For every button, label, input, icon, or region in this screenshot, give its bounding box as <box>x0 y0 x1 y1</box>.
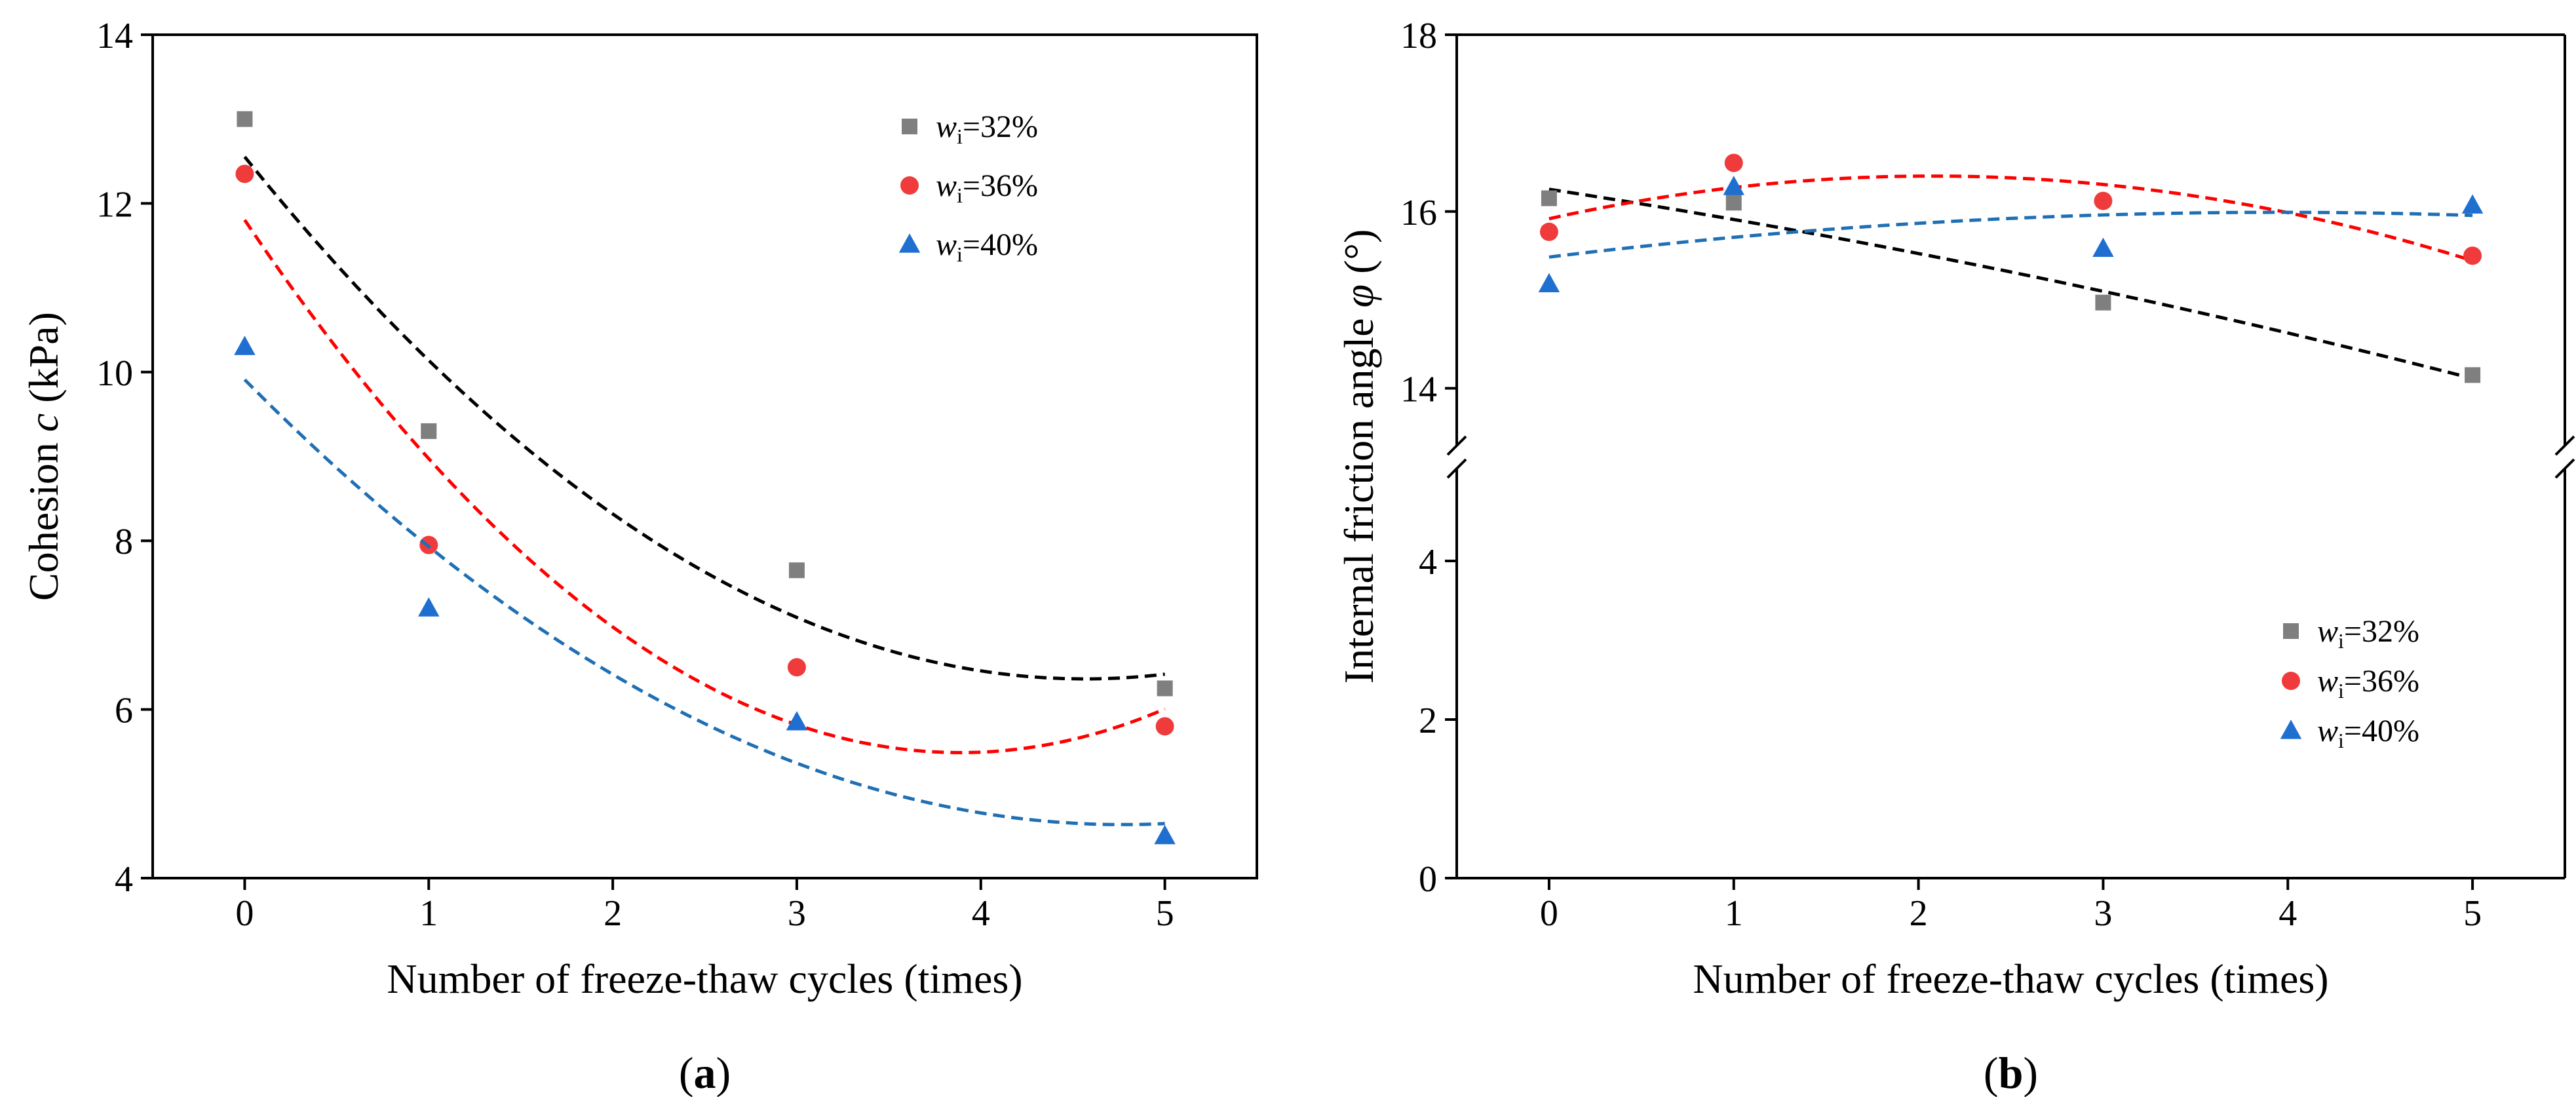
data-point-2-2 <box>786 711 808 731</box>
y-tick-label: 10 <box>96 353 133 394</box>
legend-label-0: wi=32% <box>936 109 1038 148</box>
data-point-1-1 <box>1724 153 1743 172</box>
x-tick-label: 3 <box>788 893 806 934</box>
data-point-2-3 <box>1154 824 1176 845</box>
data-point-0-2 <box>788 562 805 579</box>
y-tick-label: 12 <box>96 184 133 225</box>
legend-label-1: wi=36% <box>936 168 1038 207</box>
fit-curve-2 <box>1548 210 2473 259</box>
axis-break-mark-0-1 <box>1446 435 1467 456</box>
data-point-0-0 <box>237 111 253 127</box>
x-tick-label: 5 <box>2463 893 2482 934</box>
x-tick-label: 1 <box>419 893 438 934</box>
y-tick-label: 4 <box>115 859 133 900</box>
legend-label-1: wi=36% <box>2317 664 2419 702</box>
data-point-2-1 <box>418 597 440 617</box>
data-point-1-0 <box>235 164 254 183</box>
legend-marker-2 <box>2280 720 2302 739</box>
panel-label: (a) <box>679 1048 731 1097</box>
y-tick-label: 14 <box>1400 370 1437 410</box>
y-axis-title: Internal friction angle φ (°) <box>1336 229 1382 684</box>
y-tick-label: 4 <box>1419 542 1437 583</box>
legend-label-0: wi=32% <box>2317 614 2419 653</box>
data-point-1-0 <box>1539 222 1558 241</box>
panel-label: (b) <box>1984 1048 2038 1097</box>
data-point-2-3 <box>2461 194 2484 214</box>
axis-break-mark-1-1 <box>2554 435 2575 456</box>
x-tick-label: 4 <box>2278 893 2297 934</box>
data-point-2-1 <box>1723 176 1744 195</box>
x-tick-label: 5 <box>1156 893 1174 934</box>
x-tick-label: 2 <box>1910 893 1928 934</box>
chart-panel-b: 0 1 2 3 4 5 14 16 18 0 2 4 Number of freeze-thaw cyc… <box>1336 16 2575 1097</box>
x-tick-label: 0 <box>1540 893 1558 934</box>
x-axis-title: Number of freeze-thaw cycles (times) <box>1693 955 2328 1002</box>
y-tick-label: 18 <box>1400 16 1437 56</box>
legend-marker-1 <box>2282 672 2300 690</box>
y-tick-label: 8 <box>115 522 133 562</box>
plot-frame <box>151 33 1258 879</box>
x-tick-label: 3 <box>2094 893 2112 934</box>
axis-break-mark-0-2 <box>1446 458 1467 479</box>
x-tick-label: 1 <box>1725 893 1743 934</box>
y-tick-label: 16 <box>1400 193 1437 233</box>
data-point-0-3 <box>1157 680 1173 697</box>
data-point-1-2 <box>2094 191 2113 210</box>
fit-curve-0 <box>1548 187 2473 380</box>
data-point-1-3 <box>1155 717 1174 736</box>
x-tick-label: 2 <box>604 893 622 934</box>
x-axis-title: Number of freeze-thaw cycles (times) <box>387 955 1022 1002</box>
fit-curve-0 <box>243 155 1165 681</box>
legend-label-2: wi=40% <box>2317 714 2419 752</box>
axis-break-mark-1-2 <box>2554 458 2575 479</box>
legend-label-2: wi=40% <box>936 227 1038 266</box>
x-tick-label: 4 <box>972 893 990 934</box>
data-point-0-0 <box>1541 190 1557 206</box>
data-point-2-0 <box>234 336 256 355</box>
data-point-0-1 <box>421 423 437 439</box>
fit-curve-1 <box>1548 174 2473 263</box>
y-axis-title: Cohesion c (kPa) <box>20 312 67 601</box>
legend-marker-1 <box>900 176 919 195</box>
legend-marker-2 <box>898 233 921 253</box>
data-point-0-1 <box>1725 195 1742 211</box>
data-point-2-0 <box>1538 273 1560 292</box>
y-tick-label: 14 <box>96 16 133 56</box>
data-point-1-2 <box>787 658 806 677</box>
y-tick-label: 0 <box>1419 859 1437 900</box>
y-tick-label: 6 <box>115 691 133 731</box>
fit-curve-1 <box>243 219 1166 755</box>
x-tick-label: 0 <box>235 893 254 934</box>
data-point-2-2 <box>2092 237 2114 258</box>
legend-marker-0 <box>2283 623 2299 639</box>
legend-marker-0 <box>902 119 917 134</box>
data-point-0-2 <box>2095 294 2111 311</box>
y-tick-label: 2 <box>1419 701 1437 741</box>
data-point-0-3 <box>2465 367 2481 383</box>
fit-curve-2 <box>243 378 1165 826</box>
data-point-1-3 <box>2463 246 2482 265</box>
